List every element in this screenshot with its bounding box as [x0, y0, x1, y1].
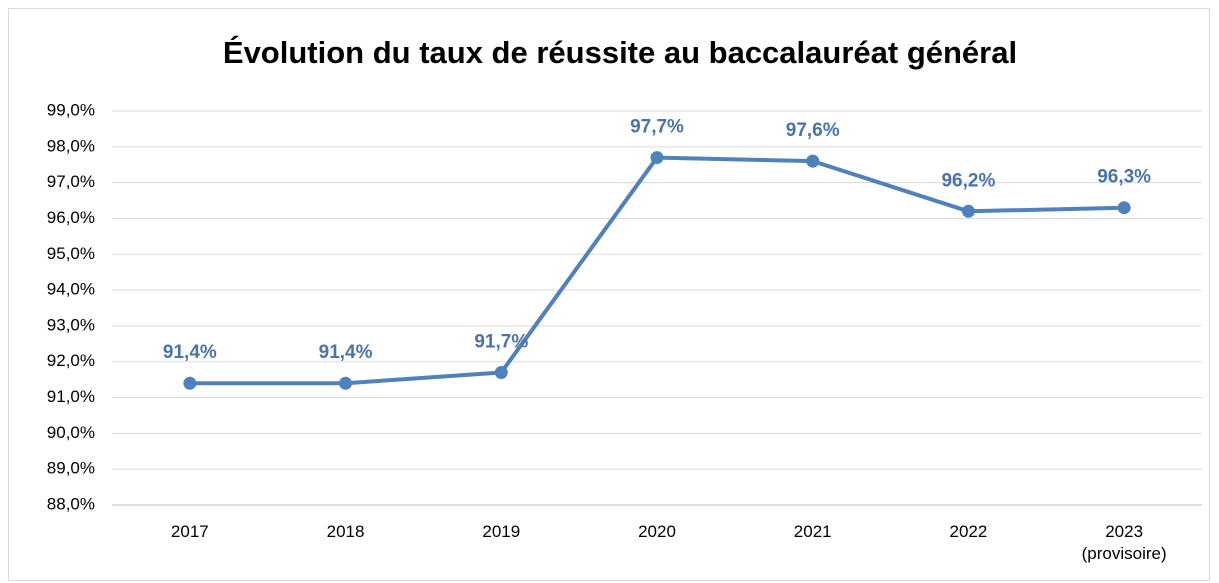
y-tick-label: 98,0% [47, 136, 95, 155]
x-tick-label: 2021 [793, 522, 832, 541]
data-label: 96,3% [1097, 167, 1151, 188]
x-tick-label: 2017 [170, 522, 209, 541]
data-label: 91,7% [474, 331, 528, 352]
y-tick-label: 96,0% [47, 208, 95, 227]
point [650, 151, 664, 165]
data-label: 97,7% [630, 117, 684, 138]
y-tick-label: 92,0% [47, 351, 95, 370]
data-label: 97,6% [786, 120, 840, 141]
x-tick-label: 2018 [326, 522, 365, 541]
y-tick-label: 90,0% [47, 423, 95, 442]
y-tick-label: 89,0% [47, 459, 95, 478]
point [339, 376, 353, 390]
y-tick-label: 97,0% [47, 172, 95, 191]
data-label: 91,4% [319, 342, 373, 363]
y-tick-label: 88,0% [47, 494, 95, 513]
x-tick-label: 2019 [482, 522, 521, 541]
point [494, 365, 508, 379]
y-tick-label: 94,0% [47, 280, 95, 299]
chart-frame [8, 8, 1210, 581]
point [183, 376, 197, 390]
y-tick-label: 95,0% [47, 244, 95, 263]
point [1117, 201, 1131, 215]
point [806, 154, 820, 168]
x-tick-label: 2022 [949, 522, 988, 541]
y-tick-label: 93,0% [47, 315, 95, 334]
y-tick-label: 99,0% [47, 100, 95, 119]
data-label: 96,2% [941, 170, 995, 191]
x-tick-label: 2020 [638, 522, 676, 541]
x-tick-label: 2023 (provisoire) [1081, 522, 1167, 563]
y-tick-label: 91,0% [47, 387, 95, 406]
point [961, 204, 975, 218]
data-label: 91,4% [163, 342, 217, 363]
chart-title: Évolution du taux de réussite au baccala… [223, 35, 1017, 70]
